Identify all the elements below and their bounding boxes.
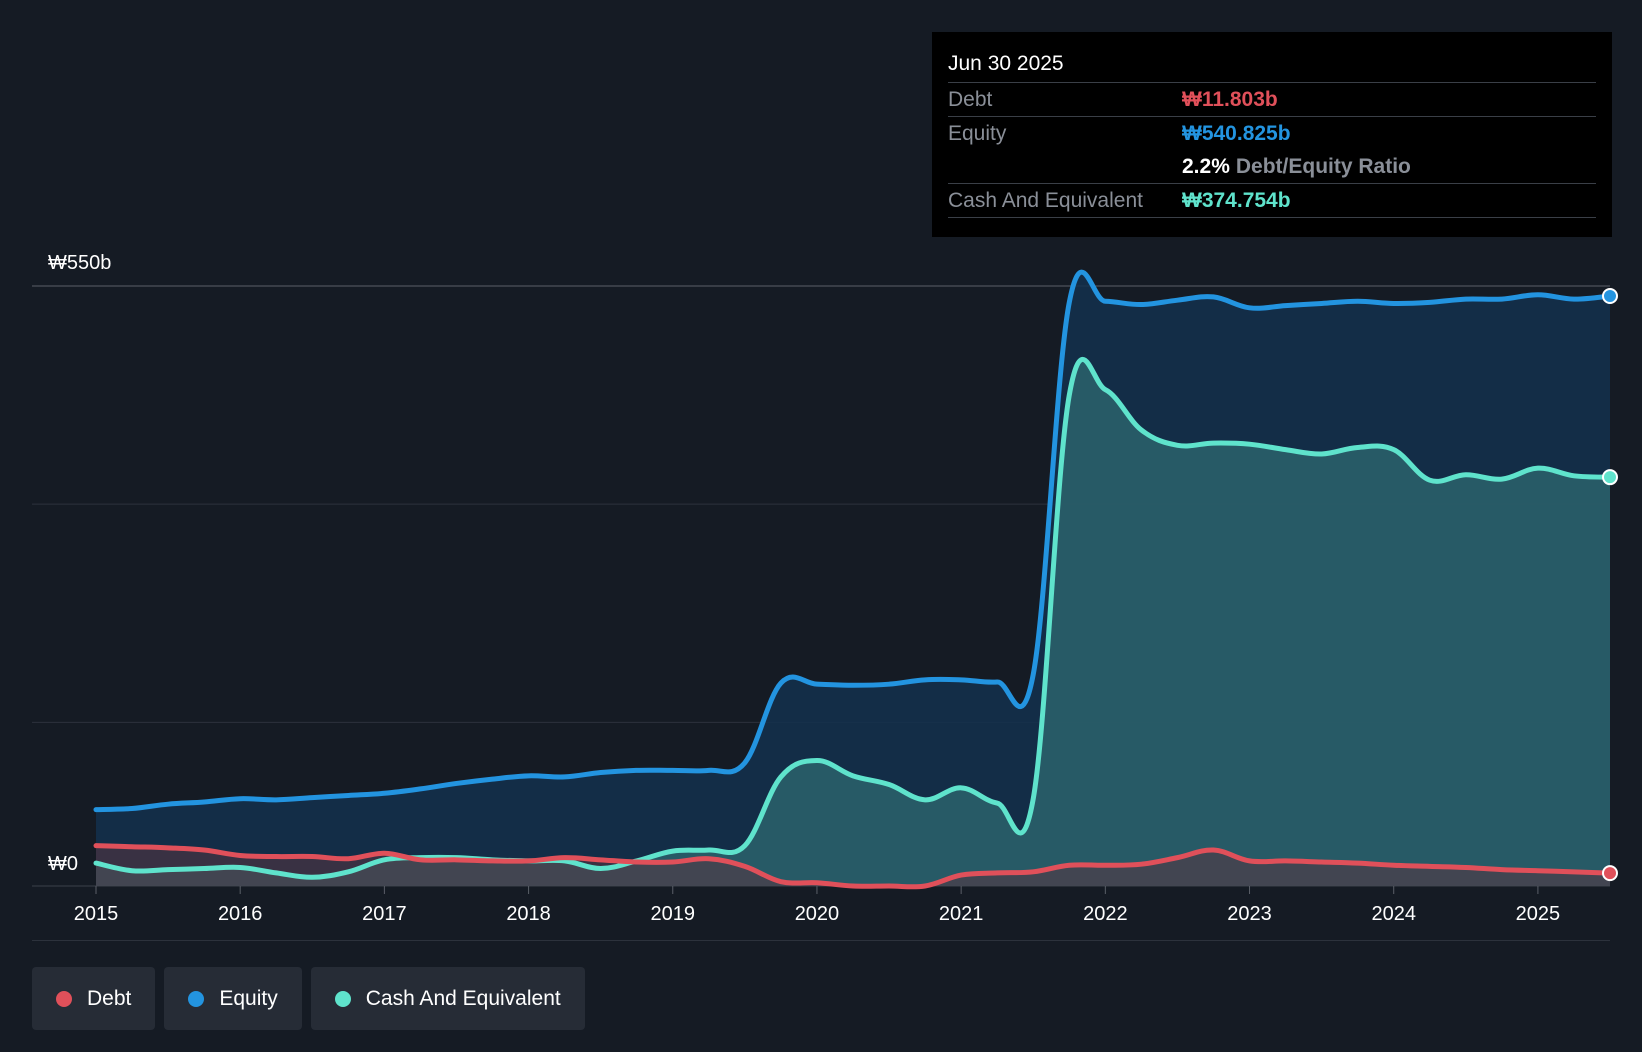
tooltip-ratio-label: Debt/Equity Ratio bbox=[1235, 155, 1411, 178]
legend: Debt Equity Cash And Equivalent bbox=[32, 967, 585, 1030]
y-axis-top-label: ₩550b bbox=[48, 252, 111, 274]
equity-dot-icon bbox=[188, 990, 205, 1007]
legend-debt-label: Debt bbox=[87, 986, 132, 1010]
tooltip-debt-value: ₩11.803b bbox=[1182, 88, 1278, 111]
x-tick-label: 2017 bbox=[362, 903, 407, 925]
tooltip-equity-label: Equity bbox=[948, 122, 1007, 145]
x-tick-label: 2016 bbox=[218, 903, 263, 925]
x-tick-label: 2019 bbox=[651, 903, 696, 925]
x-tick-label: 2024 bbox=[1371, 903, 1416, 925]
legend-equity-label: Equity bbox=[219, 986, 278, 1010]
equity-endpoint[interactable] bbox=[1602, 288, 1618, 305]
debt-endpoint[interactable] bbox=[1602, 865, 1618, 882]
tooltip-debt-row: Debt ₩11.803b bbox=[948, 83, 1596, 117]
cash-and-equivalent-area bbox=[96, 359, 1610, 887]
tooltip-cash-row: Cash And Equivalent ₩374.754b bbox=[948, 184, 1596, 218]
legend-item-cash[interactable]: Cash And Equivalent bbox=[310, 967, 585, 1030]
tooltip-date: Jun 30 2025 bbox=[948, 46, 1596, 83]
x-tick-label: 2021 bbox=[939, 903, 984, 925]
x-tick-label: 2025 bbox=[1516, 903, 1561, 925]
tooltip-panel: Jun 30 2025 Debt ₩11.803b Equity ₩540.82… bbox=[932, 32, 1612, 237]
cash-dot-icon bbox=[334, 990, 351, 1007]
legend-item-equity[interactable]: Equity bbox=[164, 967, 302, 1030]
tooltip-ratio-row: 2.2% Debt/Equity Ratio bbox=[948, 150, 1596, 184]
cash-and-equivalent-endpoint[interactable] bbox=[1602, 469, 1618, 486]
cash-and-equivalent-line bbox=[93, 356, 1613, 880]
debt-line bbox=[93, 843, 1613, 890]
x-axis-ticks: 2015 2016 2017 2018 2019 2020 2021 2022 2023 2024… bbox=[74, 886, 1560, 925]
tooltip-ratio-spacer bbox=[948, 150, 1182, 183]
tooltip-ratio-value: 2.2% bbox=[1182, 155, 1230, 178]
equity-line bbox=[93, 269, 1613, 813]
x-tick-label: 2022 bbox=[1083, 903, 1128, 925]
tooltip-cash-label: Cash And Equivalent bbox=[948, 189, 1143, 212]
legend-item-debt[interactable]: Debt bbox=[32, 967, 156, 1030]
tooltip-equity-value: ₩540.825b bbox=[1182, 122, 1291, 145]
x-tick-label: 2018 bbox=[506, 903, 551, 925]
legend-cash-label: Cash And Equivalent bbox=[365, 986, 561, 1010]
x-tick-label: 2023 bbox=[1227, 903, 1272, 925]
tooltip-cash-value: ₩374.754b bbox=[1182, 189, 1291, 212]
x-tick-label: 2020 bbox=[795, 903, 840, 925]
y-axis-bottom-label: ₩0 bbox=[48, 853, 78, 875]
tooltip-equity-row: Equity ₩540.825b bbox=[948, 117, 1596, 150]
debt-dot-icon bbox=[56, 990, 72, 1007]
series-endpoints[interactable] bbox=[1602, 288, 1618, 882]
x-tick-label: 2015 bbox=[74, 903, 119, 925]
series-lines bbox=[93, 269, 1613, 890]
tooltip-debt-label: Debt bbox=[948, 88, 993, 111]
